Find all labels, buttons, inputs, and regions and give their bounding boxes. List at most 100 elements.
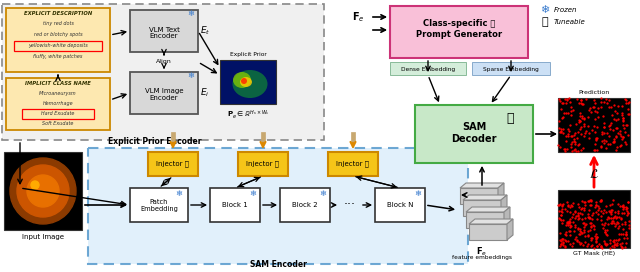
Point	[602, 242, 612, 247]
Point	[582, 242, 593, 246]
Point	[614, 215, 624, 219]
Point	[563, 203, 573, 207]
Point	[622, 209, 632, 214]
Point	[598, 125, 609, 129]
Point	[561, 233, 571, 237]
Point	[608, 219, 618, 223]
Point	[619, 211, 629, 215]
Text: VLM Image
Encoder: VLM Image Encoder	[145, 88, 183, 101]
Point	[591, 236, 601, 240]
Point	[574, 142, 584, 146]
Point	[607, 239, 618, 243]
Point	[589, 98, 599, 103]
Point	[589, 224, 599, 228]
Point	[575, 119, 586, 123]
Point	[586, 203, 596, 208]
Point	[571, 213, 581, 218]
Point	[580, 203, 590, 207]
Point	[560, 97, 570, 101]
Point	[566, 203, 576, 207]
Point	[615, 144, 625, 148]
Point	[591, 244, 602, 248]
Point	[585, 216, 595, 220]
Point	[609, 137, 620, 141]
Point	[602, 131, 612, 135]
Point	[624, 100, 634, 104]
Point	[567, 148, 577, 153]
Point	[591, 210, 601, 214]
Point	[555, 202, 565, 206]
Point	[598, 239, 609, 244]
Point	[611, 135, 621, 139]
Point	[561, 100, 571, 105]
Point	[575, 113, 585, 118]
Text: $\mathbf{F}_e$: $\mathbf{F}_e$	[352, 10, 365, 24]
Point	[579, 206, 589, 210]
Point	[589, 130, 600, 135]
Point	[620, 130, 630, 134]
Text: 🔥: 🔥	[541, 17, 548, 27]
Point	[596, 244, 606, 248]
Point	[559, 231, 570, 236]
Point	[560, 206, 570, 211]
Point	[622, 122, 632, 127]
Bar	[210, 188, 260, 222]
Point	[586, 198, 596, 202]
Point	[577, 231, 587, 236]
Point	[623, 112, 633, 116]
Point	[609, 215, 619, 220]
Point	[610, 214, 620, 219]
Ellipse shape	[232, 70, 268, 98]
Point	[563, 221, 573, 225]
Point	[590, 117, 600, 121]
Text: feature embeddings: feature embeddings	[452, 255, 512, 260]
Point	[611, 125, 621, 130]
Point	[586, 238, 596, 243]
Point	[580, 215, 590, 220]
Point	[618, 118, 628, 122]
Point	[605, 123, 616, 127]
Ellipse shape	[233, 72, 251, 88]
Point	[595, 199, 605, 204]
Bar	[6, 78, 110, 130]
Point	[598, 222, 609, 227]
Point	[570, 139, 580, 143]
Point	[564, 96, 574, 101]
Point	[618, 232, 628, 236]
Point	[575, 228, 585, 233]
Point	[603, 141, 613, 146]
Point	[595, 218, 605, 222]
Point	[598, 120, 609, 125]
Point	[558, 202, 568, 206]
Point	[618, 203, 628, 207]
Point	[609, 140, 619, 144]
Point	[592, 243, 602, 248]
Point	[568, 201, 579, 205]
Point	[557, 127, 568, 131]
Point	[624, 226, 634, 230]
Point	[557, 236, 567, 241]
Point	[577, 102, 588, 107]
Text: Explicit Prior Encoder: Explicit Prior Encoder	[108, 137, 202, 146]
Point	[612, 220, 622, 225]
Point	[579, 221, 589, 225]
Point	[611, 224, 621, 228]
Point	[588, 124, 598, 128]
Point	[555, 99, 565, 103]
Point	[589, 105, 599, 110]
Point	[565, 123, 575, 127]
Text: Explicit Prior: Explicit Prior	[230, 52, 266, 57]
Point	[617, 211, 627, 215]
Point	[576, 98, 586, 102]
Point	[557, 101, 568, 105]
Point	[570, 209, 580, 213]
Point	[589, 245, 599, 250]
Point	[580, 222, 591, 226]
Point	[579, 124, 589, 128]
Text: 🔥: 🔥	[506, 112, 514, 125]
Point	[588, 105, 598, 109]
Point	[570, 223, 580, 227]
Point	[596, 245, 607, 250]
Point	[563, 221, 573, 225]
Point	[559, 245, 570, 249]
